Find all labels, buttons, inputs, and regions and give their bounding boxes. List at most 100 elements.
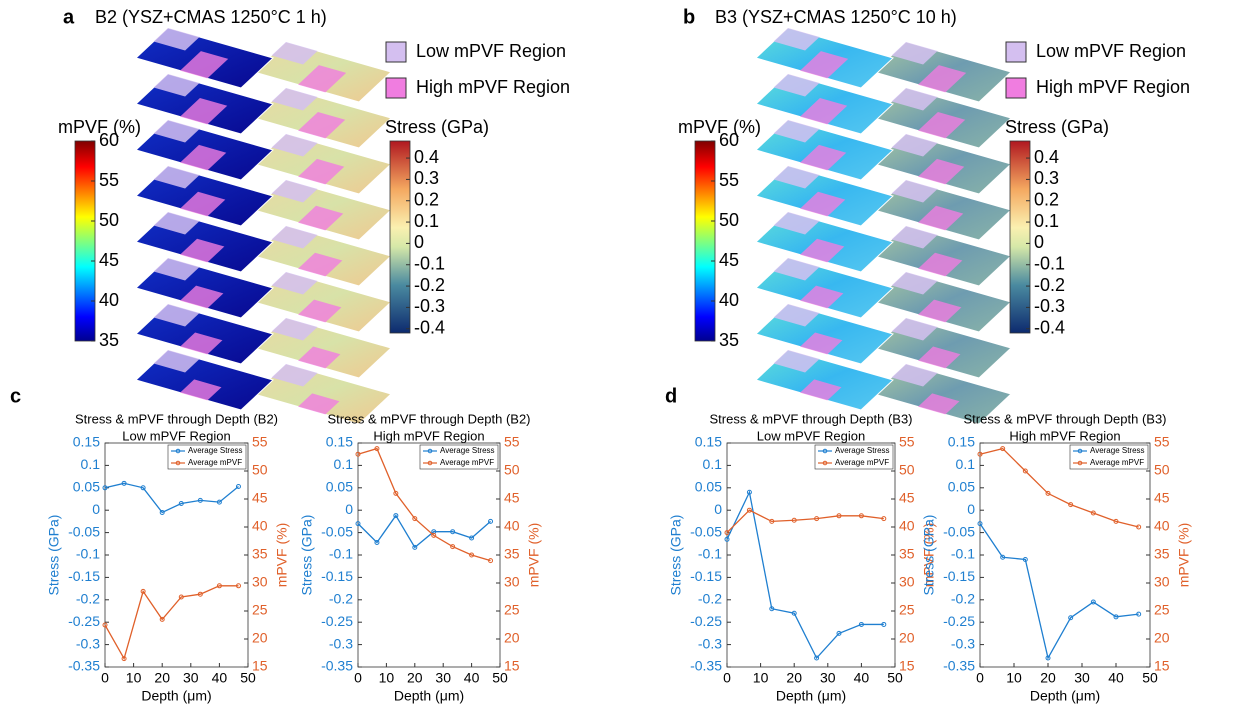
data-point	[1045, 655, 1051, 661]
legend-box	[419, 444, 499, 470]
data-point	[159, 509, 165, 515]
data-point	[178, 500, 184, 506]
x-tick-label: 50	[1142, 670, 1158, 686]
y2-tick-label: 25	[252, 602, 268, 618]
x-tick-label: 0	[976, 670, 984, 686]
region-patch	[153, 28, 200, 51]
legend-label: Average mPVF	[188, 458, 242, 467]
region-patch	[298, 346, 341, 369]
y-tick-label: 0	[967, 501, 975, 517]
data-point	[769, 518, 775, 524]
y2-tick-label: 20	[504, 630, 520, 646]
region-patch	[800, 379, 842, 401]
region-patch	[800, 191, 846, 217]
y2-tick-label: 40	[252, 518, 268, 534]
data-point	[1022, 556, 1028, 562]
y2-axis-label: mPVF (%)	[1176, 523, 1192, 588]
data-point	[1000, 446, 1006, 452]
colorbar-tick-label: -0.3	[414, 296, 445, 316]
region-patch	[800, 98, 848, 125]
legend-label: Average mPVF	[440, 458, 494, 467]
x-tick-label: 0	[101, 670, 109, 686]
y2-tick-label: 20	[899, 630, 915, 646]
region-patch	[298, 393, 340, 415]
region-patch	[271, 272, 318, 295]
data-point	[769, 606, 775, 612]
y2-tick-label: 30	[252, 574, 268, 590]
y-tick-label: -0.2	[951, 591, 975, 607]
region-patch	[153, 258, 200, 281]
data-point	[724, 530, 730, 536]
legend-label: Average mPVF	[835, 458, 889, 467]
legend-marker	[822, 448, 828, 454]
data-point	[393, 513, 399, 519]
colorbar	[389, 140, 411, 334]
legend-marker	[1077, 460, 1083, 466]
data-point	[1136, 611, 1142, 617]
y-tick-label: -0.1	[329, 546, 353, 562]
x-tick-label: 20	[1040, 670, 1056, 686]
data-point	[159, 616, 165, 622]
y-tick-label: 0	[92, 501, 100, 517]
colorbar-tick-label: 55	[719, 170, 739, 190]
region-patch	[891, 318, 938, 341]
x-tick-label: 20	[154, 670, 170, 686]
data-point	[197, 591, 203, 597]
y-tick-label: -0.05	[690, 523, 722, 539]
region-patch	[918, 65, 967, 93]
stress-map-layer	[253, 317, 392, 379]
y-tick-label: -0.2	[698, 591, 722, 607]
chart-title: Stress & mPVF through Depth (B3)	[963, 411, 1166, 426]
legend-label: Average Stress	[1090, 446, 1145, 455]
colorbar-tick-label: -0.4	[414, 317, 445, 337]
chart-subtitle: Low mPVF Region	[757, 428, 865, 443]
y2-tick-label: 25	[1154, 602, 1170, 618]
data-point	[1113, 518, 1119, 524]
y2-tick-label: 50	[252, 462, 268, 478]
colorbar-tick-label: 0.2	[1034, 189, 1059, 209]
region-patch	[918, 158, 965, 185]
region-patch	[271, 364, 318, 387]
colorbar-tick-label: -0.4	[1034, 317, 1065, 337]
chart-title: Stress & mPVF through Depth (B2)	[327, 411, 530, 426]
data-point	[393, 490, 399, 496]
y-tick-label: -0.05	[321, 523, 353, 539]
x-axis-label: Depth (μm)	[394, 688, 464, 704]
legend-label: High mPVF Region	[1036, 77, 1190, 97]
region-patch	[271, 318, 318, 341]
data-point	[374, 446, 380, 452]
colorbar-tick-label: 35	[719, 330, 739, 350]
data-point	[140, 588, 146, 594]
y-tick-label: -0.25	[690, 613, 722, 629]
colorbar-label: mPVF (%)	[58, 117, 141, 137]
region-patch	[800, 285, 844, 309]
y-tick-label: -0.2	[76, 591, 100, 607]
y-tick-label: 0.05	[695, 479, 722, 495]
panel-letter: c	[10, 385, 21, 407]
region-patch	[180, 285, 224, 309]
x-tick-label: 20	[407, 670, 423, 686]
data-point	[431, 532, 437, 538]
x-tick-label: 30	[183, 670, 199, 686]
region-patch	[153, 74, 200, 97]
data-point	[102, 485, 108, 491]
region-patch	[773, 304, 820, 327]
colorbar	[74, 140, 96, 342]
x-tick-label: 50	[492, 670, 508, 686]
region-patch	[271, 226, 318, 249]
data-point	[488, 558, 494, 564]
data-point	[469, 552, 475, 558]
legend-marker	[175, 460, 181, 466]
legend-box	[814, 444, 894, 470]
y2-tick-label: 20	[1154, 630, 1170, 646]
data-point	[469, 535, 475, 541]
y-axis-label: Stress (GPa)	[46, 515, 62, 596]
panel-letter: b	[683, 6, 695, 28]
colorbar-tick-label: -0.2	[1034, 275, 1065, 295]
y2-tick-label: 35	[1154, 546, 1170, 562]
colorbar-tick-label: 0.1	[414, 211, 439, 231]
data-point	[140, 485, 146, 491]
region-patch	[891, 180, 938, 203]
colorbar-tick-label: 0.1	[1034, 211, 1059, 231]
data-point	[102, 622, 108, 628]
